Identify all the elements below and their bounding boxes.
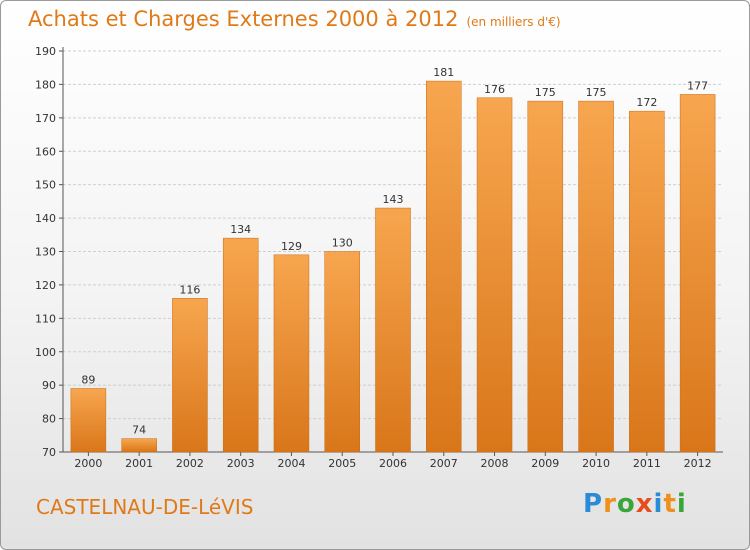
y-tick-label: 130 bbox=[35, 246, 56, 259]
x-tick-label: 2007 bbox=[430, 457, 458, 470]
bar-value-label: 134 bbox=[230, 223, 251, 236]
bar-value-label: 74 bbox=[132, 424, 146, 437]
logo-letter: P bbox=[583, 489, 604, 519]
logo-letter: i bbox=[653, 489, 664, 519]
x-tick-label: 2000 bbox=[74, 457, 102, 470]
bar-value-label: 181 bbox=[433, 66, 454, 79]
bar bbox=[172, 298, 208, 453]
x-tick-label: 2010 bbox=[582, 457, 610, 470]
logo-letter: r bbox=[603, 489, 617, 519]
logo-letter: x bbox=[635, 489, 654, 519]
x-tick-label: 2008 bbox=[481, 457, 509, 470]
bar-value-label: 176 bbox=[484, 83, 505, 96]
bar bbox=[476, 97, 513, 453]
x-tick-label: 2012 bbox=[684, 457, 712, 470]
x-tick-label: 2002 bbox=[176, 457, 204, 470]
x-tick-label: 2001 bbox=[125, 457, 153, 470]
bar bbox=[121, 438, 157, 453]
y-tick-label: 180 bbox=[35, 78, 56, 91]
bar-value-label: 116 bbox=[179, 283, 200, 296]
bar-value-labels: 89 74 116 134 129 130 143 181 176 175 175 172 177 bbox=[81, 66, 708, 437]
logo-letter: i bbox=[676, 489, 687, 519]
y-tick-label: 80 bbox=[42, 413, 56, 426]
logo-letter: t bbox=[663, 489, 677, 519]
x-tick-label: 2003 bbox=[227, 457, 255, 470]
x-tick-label: 2006 bbox=[379, 457, 407, 470]
chart-subtitle: (en milliers d'€) bbox=[466, 15, 561, 29]
bar bbox=[222, 237, 259, 453]
y-tick-label: 140 bbox=[35, 212, 56, 225]
y-tick-label: 100 bbox=[35, 346, 56, 359]
proxiti-logo: Proxiti bbox=[583, 489, 687, 519]
bar bbox=[679, 94, 716, 453]
y-tick-label: 120 bbox=[35, 279, 56, 292]
y-tick-label: 110 bbox=[35, 312, 56, 325]
y-tick-label: 170 bbox=[35, 112, 56, 125]
bar bbox=[578, 100, 614, 453]
bar-value-label: 130 bbox=[332, 237, 353, 250]
chart-title: Achats et Charges Externes 2000 à 2012 (e… bbox=[28, 7, 561, 31]
bar bbox=[273, 254, 310, 453]
bar-value-label: 175 bbox=[586, 86, 607, 99]
x-tick-label: 2011 bbox=[633, 457, 661, 470]
bar-value-label: 172 bbox=[636, 96, 657, 109]
commune-name: CASTELNAU-DE-LéVIS bbox=[36, 495, 254, 519]
y-tick-label: 190 bbox=[35, 45, 56, 58]
bar-value-label: 175 bbox=[535, 86, 556, 99]
chart-title-text: Achats et Charges Externes 2000 à 2012 bbox=[28, 7, 459, 31]
bars bbox=[70, 80, 716, 453]
bar bbox=[527, 100, 564, 453]
y-tick-label: 90 bbox=[42, 379, 56, 392]
x-tick-label: 2004 bbox=[277, 457, 305, 470]
x-tick-label: 2009 bbox=[531, 457, 559, 470]
bar bbox=[324, 251, 360, 453]
bar bbox=[629, 110, 665, 453]
bar bbox=[375, 207, 411, 453]
bar-value-label: 177 bbox=[687, 79, 708, 92]
bar-value-label: 129 bbox=[281, 240, 302, 253]
bar-value-label: 143 bbox=[383, 193, 404, 206]
axes: 70 80 90 100 110 120 130 140 150 160 170 180 190 2000… bbox=[35, 45, 723, 470]
y-tick-label: 160 bbox=[35, 145, 56, 158]
bar bbox=[70, 388, 107, 453]
y-tick-label: 150 bbox=[35, 179, 56, 192]
bar-value-label: 89 bbox=[81, 374, 95, 387]
x-tick-label: 2005 bbox=[328, 457, 356, 470]
bar bbox=[426, 80, 462, 453]
y-tick-label: 70 bbox=[42, 446, 56, 459]
logo-letter: o bbox=[616, 489, 636, 519]
